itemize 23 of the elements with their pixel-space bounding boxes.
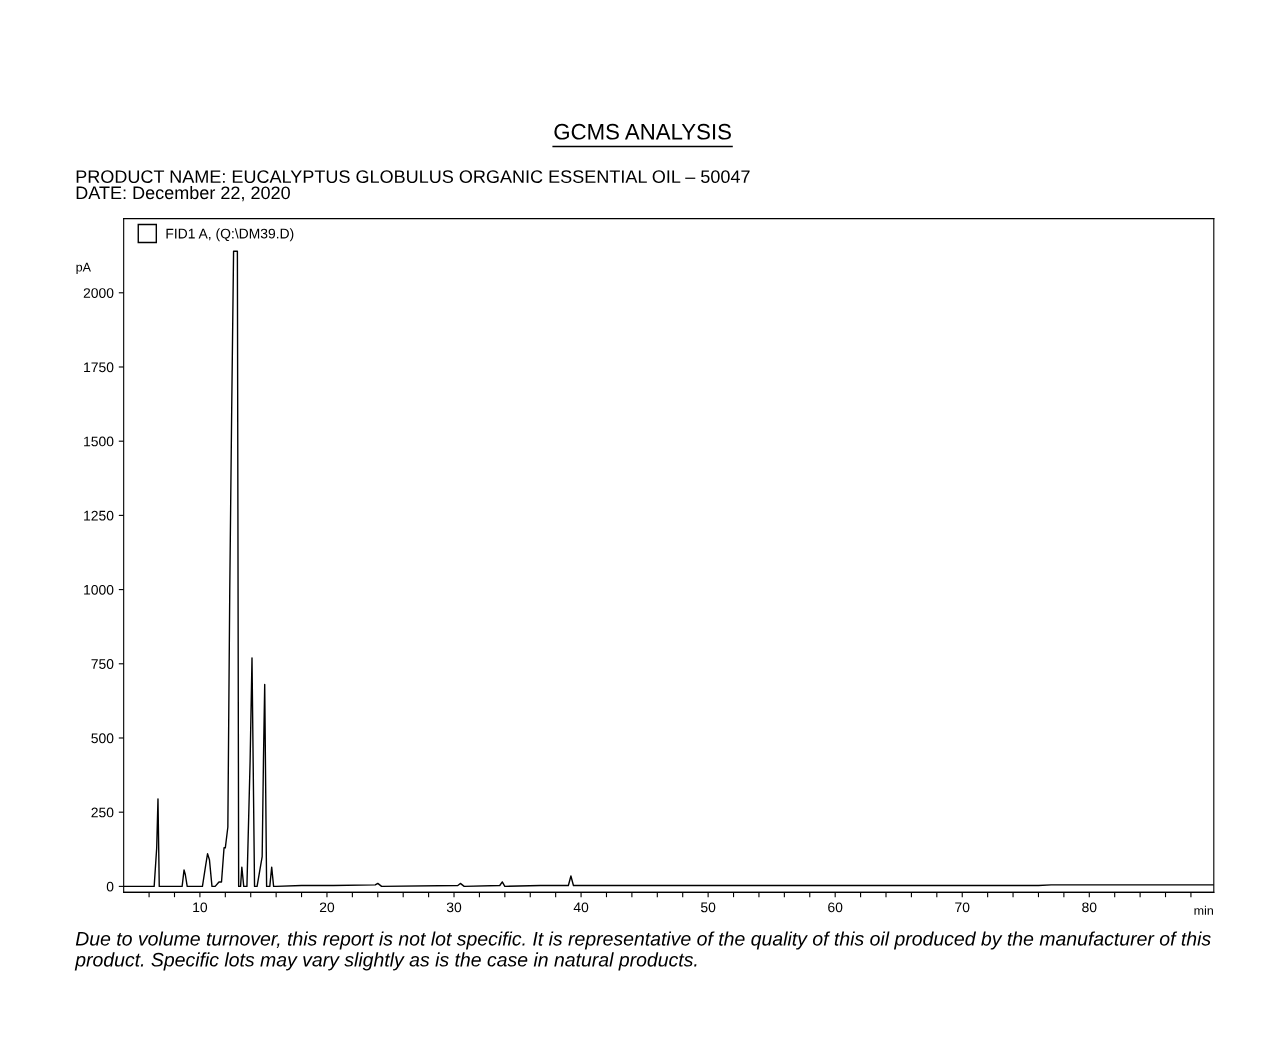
- y-tick-label: 750: [91, 659, 114, 669]
- x-tick-label: 80: [1082, 902, 1097, 913]
- x-tick-label: 10: [193, 902, 208, 913]
- y-tick-label: 1750: [84, 362, 114, 373]
- text: Due to volume turnover, this report is not lot specific. It is representative of the quality of this oil produced by the manufacturer of this product. Specific lots may vary slightly as is the case in natural products.: [74, 931, 1211, 971]
- chart-subtitle: PRODUCT NAME: EUCALYPTUS GLOBULUS ORGANIC ESSENTIAL OIL – 50047 DATE: December 22, 2020: [76, 170, 750, 202]
- y-tick-label: 0: [106, 881, 114, 892]
- x-tick-label: 50: [700, 902, 716, 913]
- y-axis-title: pA: [76, 262, 91, 275]
- legend-label: FID1 A, (Q:\DM39.D): [166, 228, 294, 242]
- y-tick-label: 1000: [84, 584, 114, 595]
- x-tick-label: 40: [573, 902, 589, 913]
- chart-title: GCMS ANALYSIS: [554, 123, 731, 140]
- y-tick-label: 1500: [84, 436, 114, 447]
- y-tick-label: 250: [91, 807, 114, 818]
- x-tick-label: 20: [319, 902, 335, 913]
- x-tick-label: 60: [828, 902, 843, 913]
- x-tick-label: 70: [955, 902, 970, 913]
- x-tick-label: 30: [446, 902, 462, 913]
- y-tick-label: 500: [91, 733, 114, 744]
- y-tick-label: 2000: [83, 288, 114, 298]
- x-axis-title: min: [1194, 905, 1213, 915]
- y-tick-label: 1250: [84, 510, 114, 521]
